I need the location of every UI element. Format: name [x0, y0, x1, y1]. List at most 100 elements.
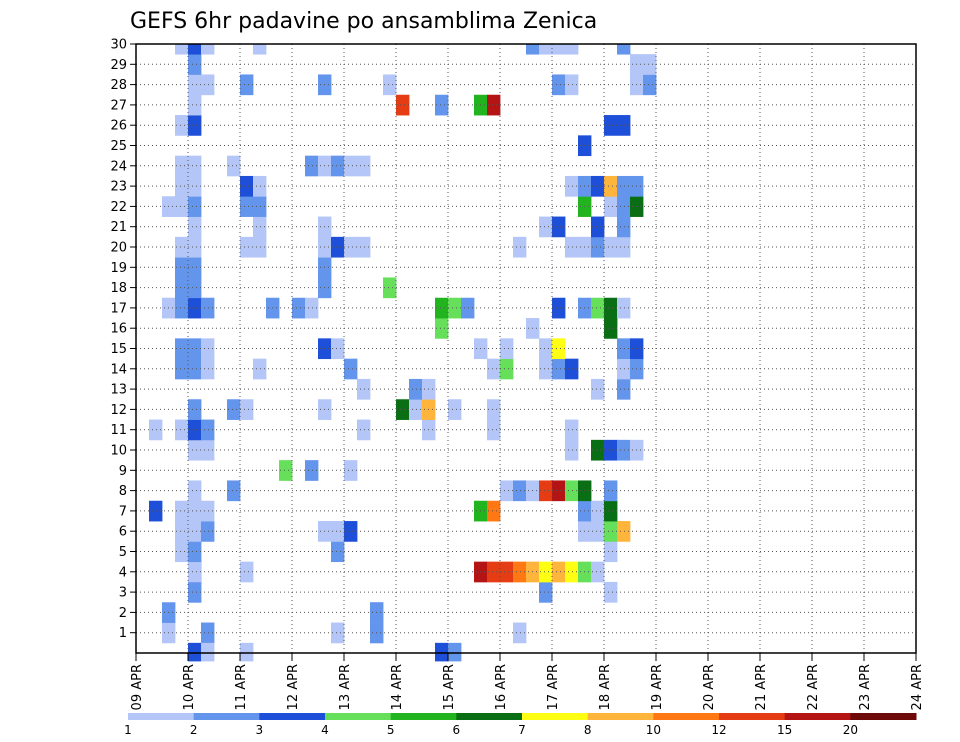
x-tick-label: 13 APR — [338, 664, 353, 710]
heatmap-cell — [201, 622, 215, 644]
heatmap-cell — [539, 480, 553, 502]
heatmap-cell — [487, 94, 501, 116]
y-tick-label: 14 — [110, 362, 127, 377]
heatmap-cell — [188, 581, 202, 603]
heatmap-cell — [188, 399, 202, 420]
heatmap-cell — [188, 500, 202, 522]
heatmap-cell — [513, 236, 527, 258]
colorbar-swatch — [259, 713, 326, 720]
heatmap-cell — [240, 642, 254, 662]
heatmap-cell — [565, 561, 579, 583]
heatmap-cell — [188, 277, 202, 299]
heatmap-cell — [201, 358, 215, 380]
heatmap-cell — [344, 358, 358, 380]
colorbar-label: 10 — [646, 723, 661, 737]
colorbar-label: 6 — [453, 723, 461, 737]
colorbar-swatch — [850, 713, 917, 720]
heatmap-cell — [617, 236, 631, 258]
heatmap-cell — [188, 541, 202, 563]
heatmap-cell — [604, 521, 618, 542]
heatmap-cell — [565, 358, 579, 380]
axes: 1234567891011121314151617181920212223242… — [110, 38, 925, 711]
y-tick-label: 13 — [110, 383, 127, 398]
heatmap-cell — [487, 399, 501, 420]
colorbar-label: 3 — [256, 723, 264, 737]
y-tick-label: 22 — [110, 200, 127, 215]
heatmap-cell — [617, 297, 631, 319]
heatmap-cell — [448, 399, 462, 420]
colorbar-label: 1 — [124, 723, 132, 737]
heatmap-cell — [201, 521, 215, 542]
heatmap-cell — [539, 561, 553, 583]
x-tick-label: 10 APR — [182, 664, 197, 710]
heatmap-cell — [552, 358, 566, 380]
heatmap-cell — [552, 338, 566, 360]
heatmap-cell — [201, 44, 215, 55]
heatmap-cell — [487, 500, 501, 522]
colorbar-label: 8 — [584, 723, 592, 737]
y-tick-label: 23 — [110, 180, 127, 195]
heatmap-cell — [201, 500, 215, 522]
heatmap-cell — [344, 521, 358, 542]
colorbar-label: 5 — [387, 723, 395, 737]
heatmap-cell — [253, 236, 267, 258]
colorbar-swatch — [456, 713, 523, 720]
heatmap-cell — [604, 175, 618, 197]
heatmap-cell — [188, 358, 202, 380]
heatmap-cell — [526, 44, 540, 55]
heatmap-cell — [539, 44, 553, 55]
heatmap-cell — [201, 338, 215, 360]
x-tick-label: 19 APR — [650, 664, 665, 710]
heatmap-cell — [604, 115, 618, 136]
heatmap-cell — [552, 480, 566, 502]
heatmap-cell — [591, 500, 605, 522]
y-tick-label: 20 — [110, 241, 127, 256]
heatmap-cell — [604, 480, 618, 502]
heatmap-cell — [175, 196, 189, 217]
heatmap-cell — [188, 54, 202, 75]
colorbar-label: 20 — [843, 723, 858, 737]
heatmap-cell — [500, 480, 514, 502]
heatmap-cell — [604, 196, 618, 217]
x-tick-label: 23 APR — [858, 664, 873, 710]
heatmap-cell — [448, 297, 462, 319]
x-tick-label: 16 APR — [494, 664, 509, 710]
y-tick-label: 10 — [110, 444, 127, 459]
heatmap-cell — [188, 338, 202, 360]
heatmap-cell — [435, 318, 449, 339]
y-tick-label: 4 — [119, 565, 127, 580]
heatmap-cell — [227, 155, 241, 177]
x-tick-label: 14 APR — [390, 664, 405, 710]
heatmap-cell — [188, 44, 202, 55]
heatmap-cell — [253, 44, 267, 55]
heatmap-cell — [409, 399, 423, 420]
heatmap-cell — [604, 500, 618, 522]
heatmap-cell — [604, 541, 618, 563]
heatmap-cell — [383, 74, 397, 96]
heatmap-cell — [565, 74, 579, 96]
heatmap-cell — [331, 521, 345, 542]
heatmap-cell — [435, 297, 449, 319]
heatmap-cell — [188, 297, 202, 319]
heatmap-cell — [591, 521, 605, 542]
heatmap-cell — [149, 500, 163, 522]
heatmap-cell — [591, 378, 605, 400]
heatmap-cell — [565, 175, 579, 197]
colorbar-swatch — [128, 713, 195, 720]
heatmap-cell — [331, 622, 345, 644]
heatmap-cell — [344, 236, 358, 258]
heatmap-cell — [188, 196, 202, 217]
heatmap-cell — [591, 216, 605, 238]
heatmap-cell — [279, 460, 293, 481]
x-tick-label: 11 APR — [234, 664, 249, 710]
heatmap-cell — [513, 622, 527, 644]
heatmap-cell — [240, 175, 254, 197]
y-tick-label: 26 — [110, 119, 127, 134]
heatmap-cell — [357, 155, 371, 177]
heatmap-cell — [487, 561, 501, 583]
y-tick-label: 15 — [110, 342, 127, 357]
heatmap-cell — [331, 541, 345, 563]
heatmap-cell — [565, 44, 579, 55]
heatmap-cell — [591, 175, 605, 197]
heatmap-cell — [188, 175, 202, 197]
